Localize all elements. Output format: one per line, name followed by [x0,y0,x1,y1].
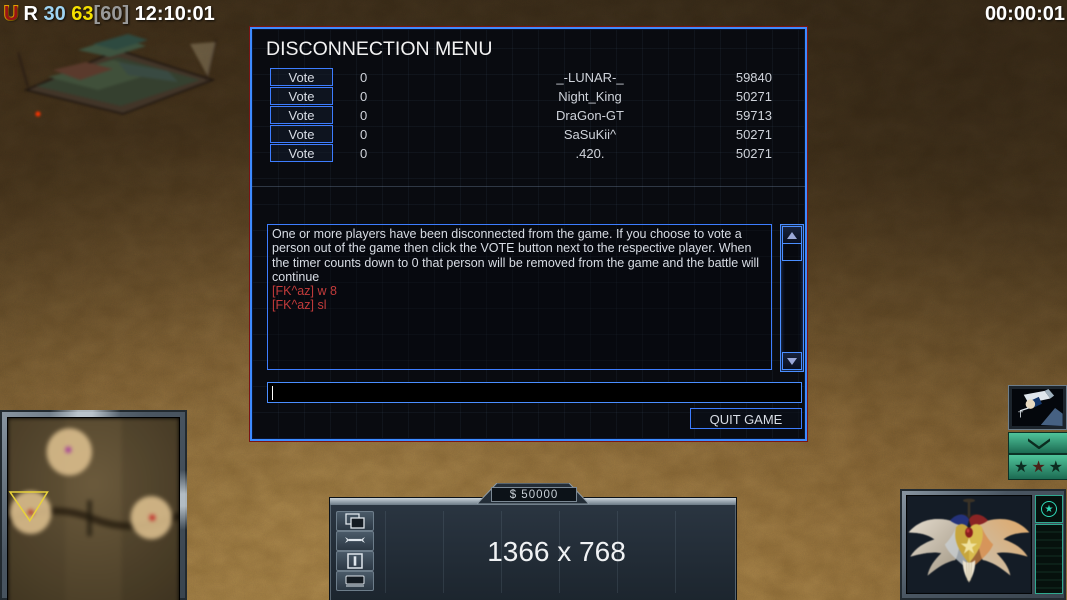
svg-text:T: T [1018,409,1023,419]
